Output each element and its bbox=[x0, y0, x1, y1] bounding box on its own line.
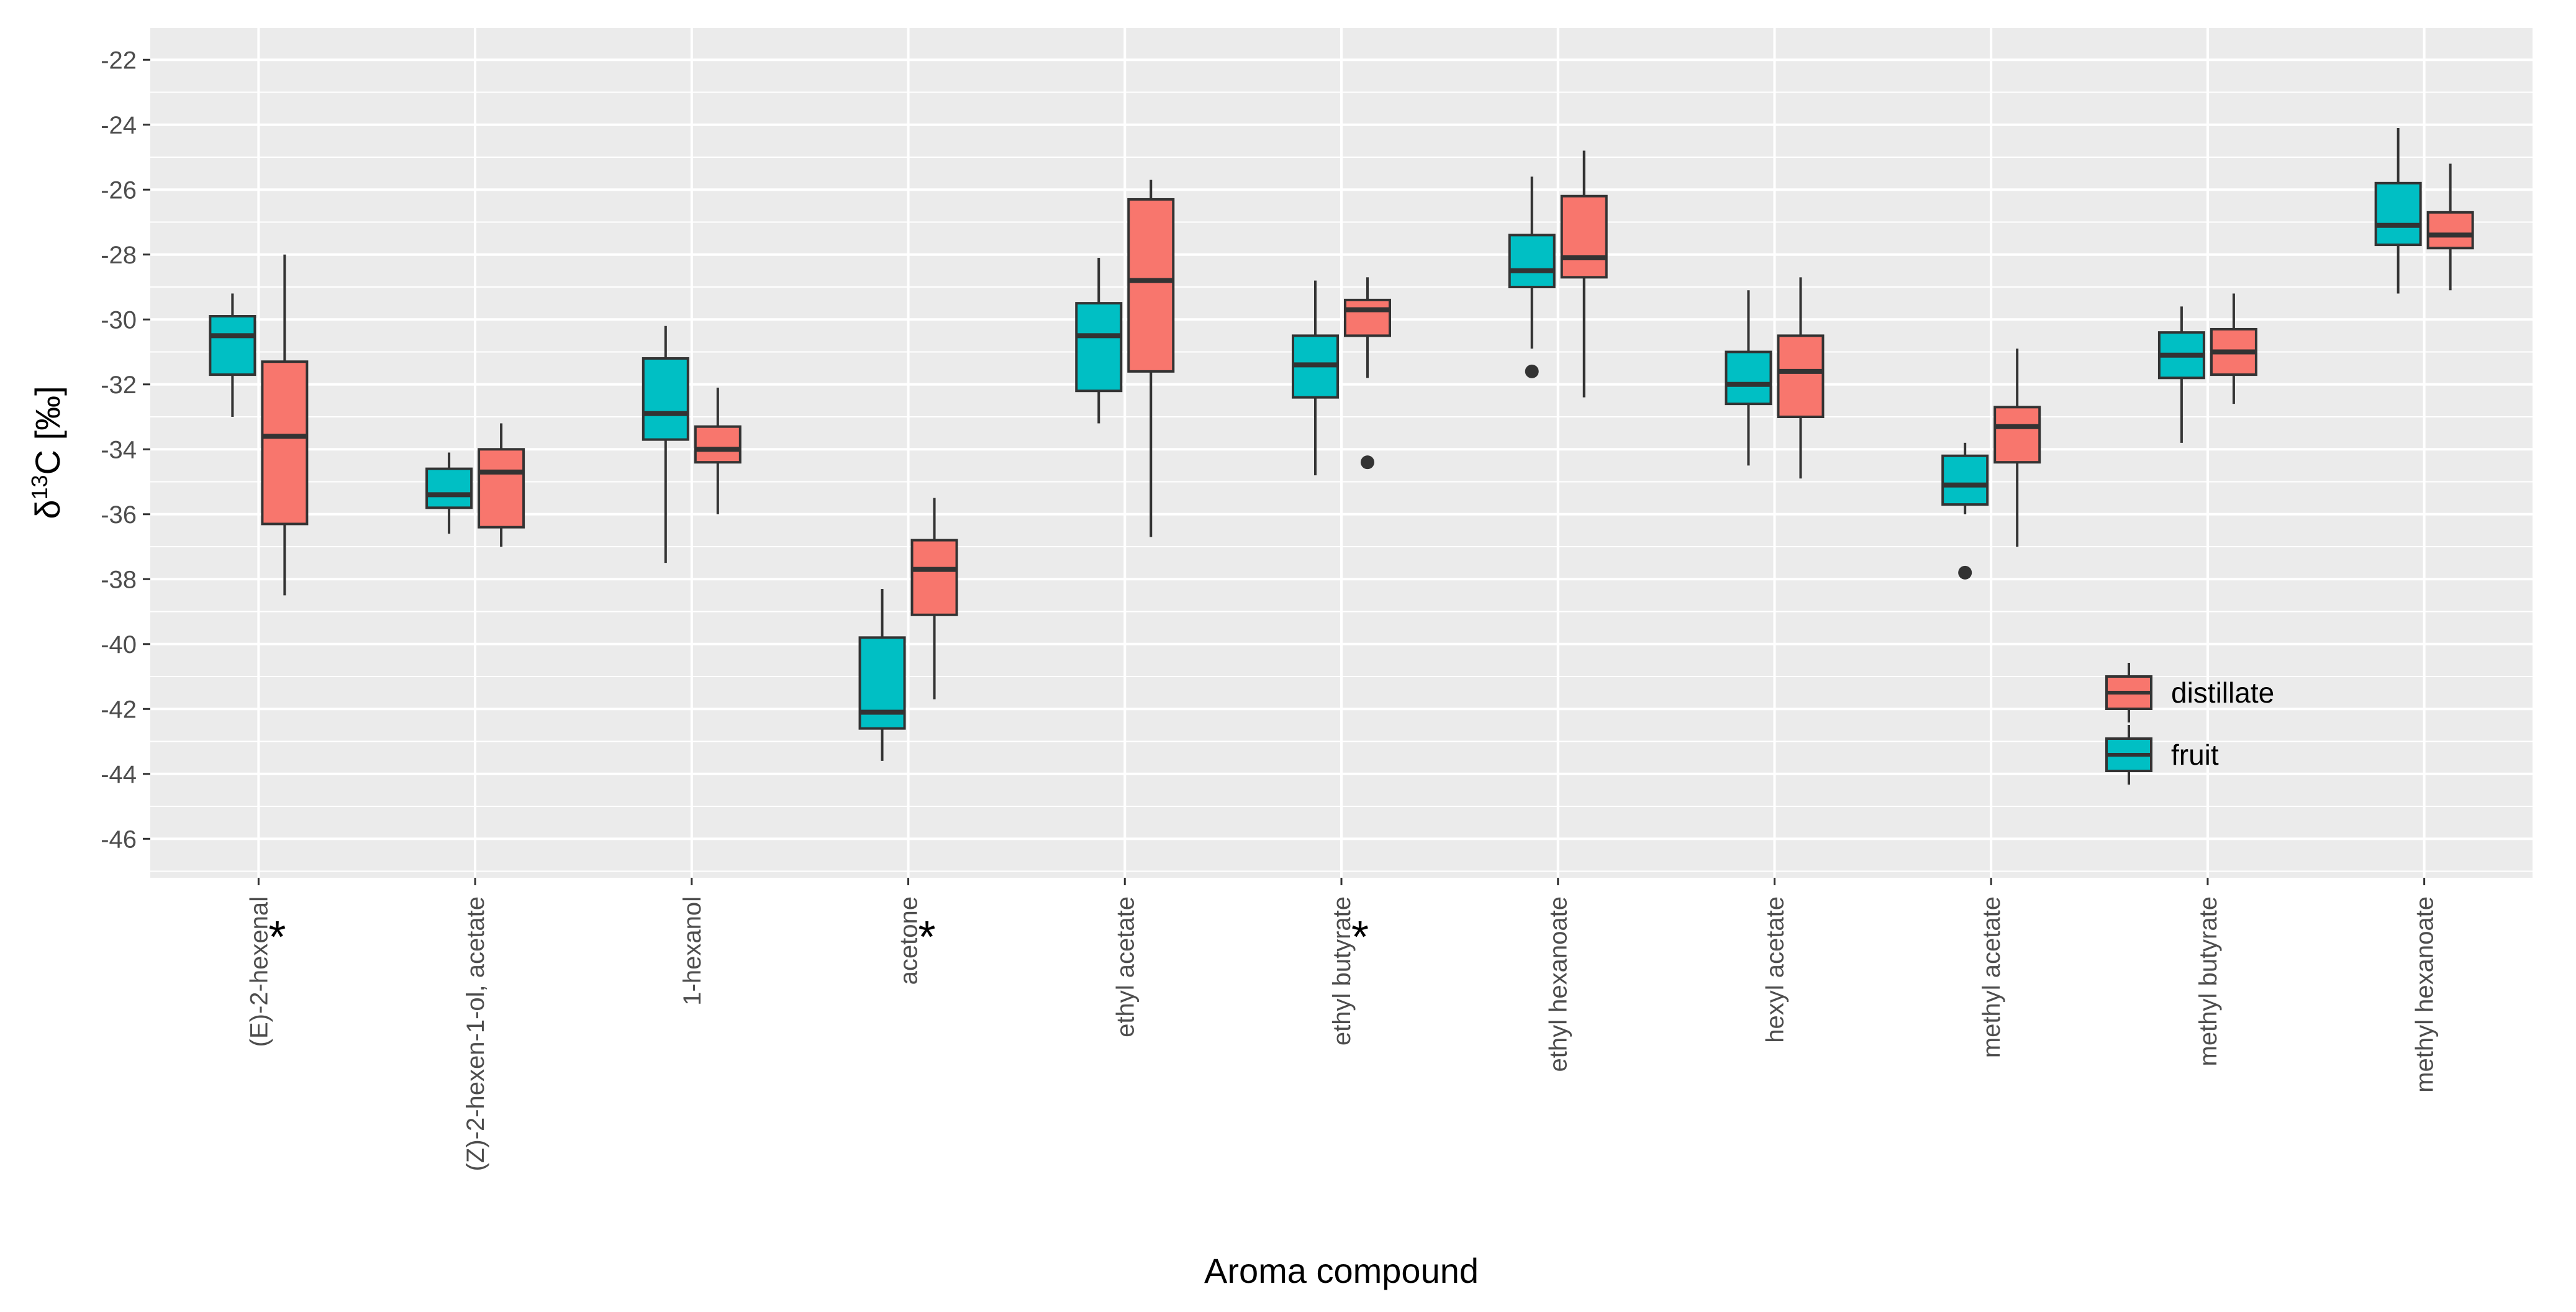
fruit-iqr-rect bbox=[642, 357, 689, 441]
fruit-box bbox=[858, 588, 906, 761]
y-axis: -46 -44 -42 -40 -38 -36 -34 -32 -30 -28 -26 -24 -22 bbox=[101, 47, 150, 853]
y-tick-label: -40 bbox=[101, 631, 137, 658]
distillate-iqr-rect bbox=[1344, 298, 1391, 337]
x-tick-label: methyl acetate bbox=[1978, 896, 2005, 1058]
x-tick-label: 1-hexanol bbox=[679, 896, 706, 1006]
y-tick-label: -38 bbox=[101, 566, 137, 593]
distillate-iqr-rect bbox=[910, 539, 958, 616]
fruit-iqr-rect bbox=[1075, 302, 1123, 393]
legend-item-distillate: distillate bbox=[2105, 663, 2274, 722]
x-tick-label: (E)-2-hexenal bbox=[245, 896, 273, 1047]
significance-mark: * bbox=[1351, 913, 1369, 962]
y-tick-label: -28 bbox=[101, 242, 137, 269]
x-axis: (E)-2-hexenal* (Z)-2-hexen-1-ol, acetate 1… bbox=[245, 878, 2439, 1171]
y-tick-label: -46 bbox=[101, 826, 137, 853]
fruit-outlier-point bbox=[1958, 565, 1972, 580]
x-axis-title: Aroma compound bbox=[1204, 1251, 1479, 1290]
y-tick-label: -32 bbox=[101, 371, 137, 399]
y-axis-title: δ13C [‰] bbox=[27, 386, 68, 519]
y-axis-title-suffix: C [‰] bbox=[28, 386, 67, 475]
fruit-iqr-rect bbox=[858, 636, 906, 730]
distillate-box bbox=[1560, 150, 1608, 398]
fruit-iqr-rect bbox=[1725, 350, 1772, 406]
y-tick-label: -42 bbox=[101, 696, 137, 723]
distillate-box bbox=[261, 254, 309, 596]
distillate-iqr-rect bbox=[1127, 198, 1175, 373]
y-tick-label: -36 bbox=[101, 501, 137, 529]
fruit-box bbox=[2157, 306, 2205, 443]
distillate-box bbox=[1127, 180, 1175, 537]
distillate-iqr-rect bbox=[2426, 211, 2474, 250]
x-tick-label: ethyl butyrate bbox=[1328, 896, 1356, 1046]
distillate-iqr-rect bbox=[1560, 194, 1608, 279]
fruit-iqr-rect bbox=[1508, 234, 1556, 289]
y-tick-label: -26 bbox=[101, 176, 137, 204]
y-tick-label: -34 bbox=[101, 436, 137, 463]
legend-label: distillate bbox=[2171, 676, 2274, 709]
x-tick-label: methyl butyrate bbox=[2195, 896, 2222, 1066]
distillate-box bbox=[1777, 277, 1825, 479]
fruit-box bbox=[1292, 280, 1339, 476]
distillate-box bbox=[1344, 277, 1391, 470]
x-tick-label: acetone bbox=[896, 896, 923, 985]
distillate-box bbox=[910, 498, 958, 699]
y-tick-label: -24 bbox=[101, 112, 137, 139]
fruit-iqr-rect bbox=[209, 315, 256, 376]
x-tick-label: ethyl hexanoate bbox=[1545, 896, 1572, 1072]
fruit-box bbox=[642, 326, 689, 563]
legend-label: fruit bbox=[2171, 739, 2219, 771]
grid-layer bbox=[150, 27, 2533, 878]
x-tick-label: hexyl acetate bbox=[1761, 896, 1789, 1043]
y-axis-title-superscript: 13 bbox=[27, 475, 52, 499]
fruit-box bbox=[425, 452, 473, 534]
distillate-outlier-point bbox=[1361, 455, 1374, 470]
x-tick-label: methyl hexanoate bbox=[2411, 896, 2439, 1093]
fruit-box bbox=[209, 293, 256, 417]
fruit-box bbox=[1075, 257, 1123, 424]
fruit-box bbox=[1725, 290, 1772, 466]
y-tick-label: -22 bbox=[101, 47, 137, 74]
fruit-box bbox=[1941, 442, 1989, 580]
fruit-outlier-point bbox=[1525, 364, 1539, 378]
x-tick-label: ethyl acetate bbox=[1112, 896, 1139, 1037]
distillate-iqr-rect bbox=[1993, 406, 2041, 464]
y-tick-label: -30 bbox=[101, 306, 137, 334]
distillate-box bbox=[2210, 293, 2257, 404]
distillate-box bbox=[478, 423, 525, 547]
distillate-iqr-rect bbox=[694, 425, 742, 464]
y-tick-label: -44 bbox=[101, 761, 137, 788]
legend: distillate fruit bbox=[2105, 663, 2274, 785]
fruit-box bbox=[2374, 127, 2422, 294]
fruit-box bbox=[1508, 176, 1556, 378]
box-layer bbox=[209, 127, 2474, 761]
fruit-iqr-rect bbox=[1941, 454, 1989, 506]
fruit-iqr-rect bbox=[425, 467, 473, 509]
distillate-box bbox=[1993, 348, 2041, 547]
distillate-iqr-rect bbox=[261, 360, 309, 526]
distillate-iqr-rect bbox=[478, 448, 525, 529]
fruit-iqr-rect bbox=[2374, 181, 2422, 247]
significance-mark: * bbox=[268, 913, 286, 962]
distillate-iqr-rect bbox=[1777, 334, 1825, 419]
distillate-box bbox=[2426, 163, 2474, 291]
distillate-box bbox=[694, 387, 742, 514]
legend-item-fruit: fruit bbox=[2105, 725, 2219, 785]
significance-mark: * bbox=[918, 913, 936, 962]
x-tick-label: (Z)-2-hexen-1-ol, acetate bbox=[462, 896, 489, 1171]
y-axis-title-prefix: δ bbox=[28, 500, 67, 519]
